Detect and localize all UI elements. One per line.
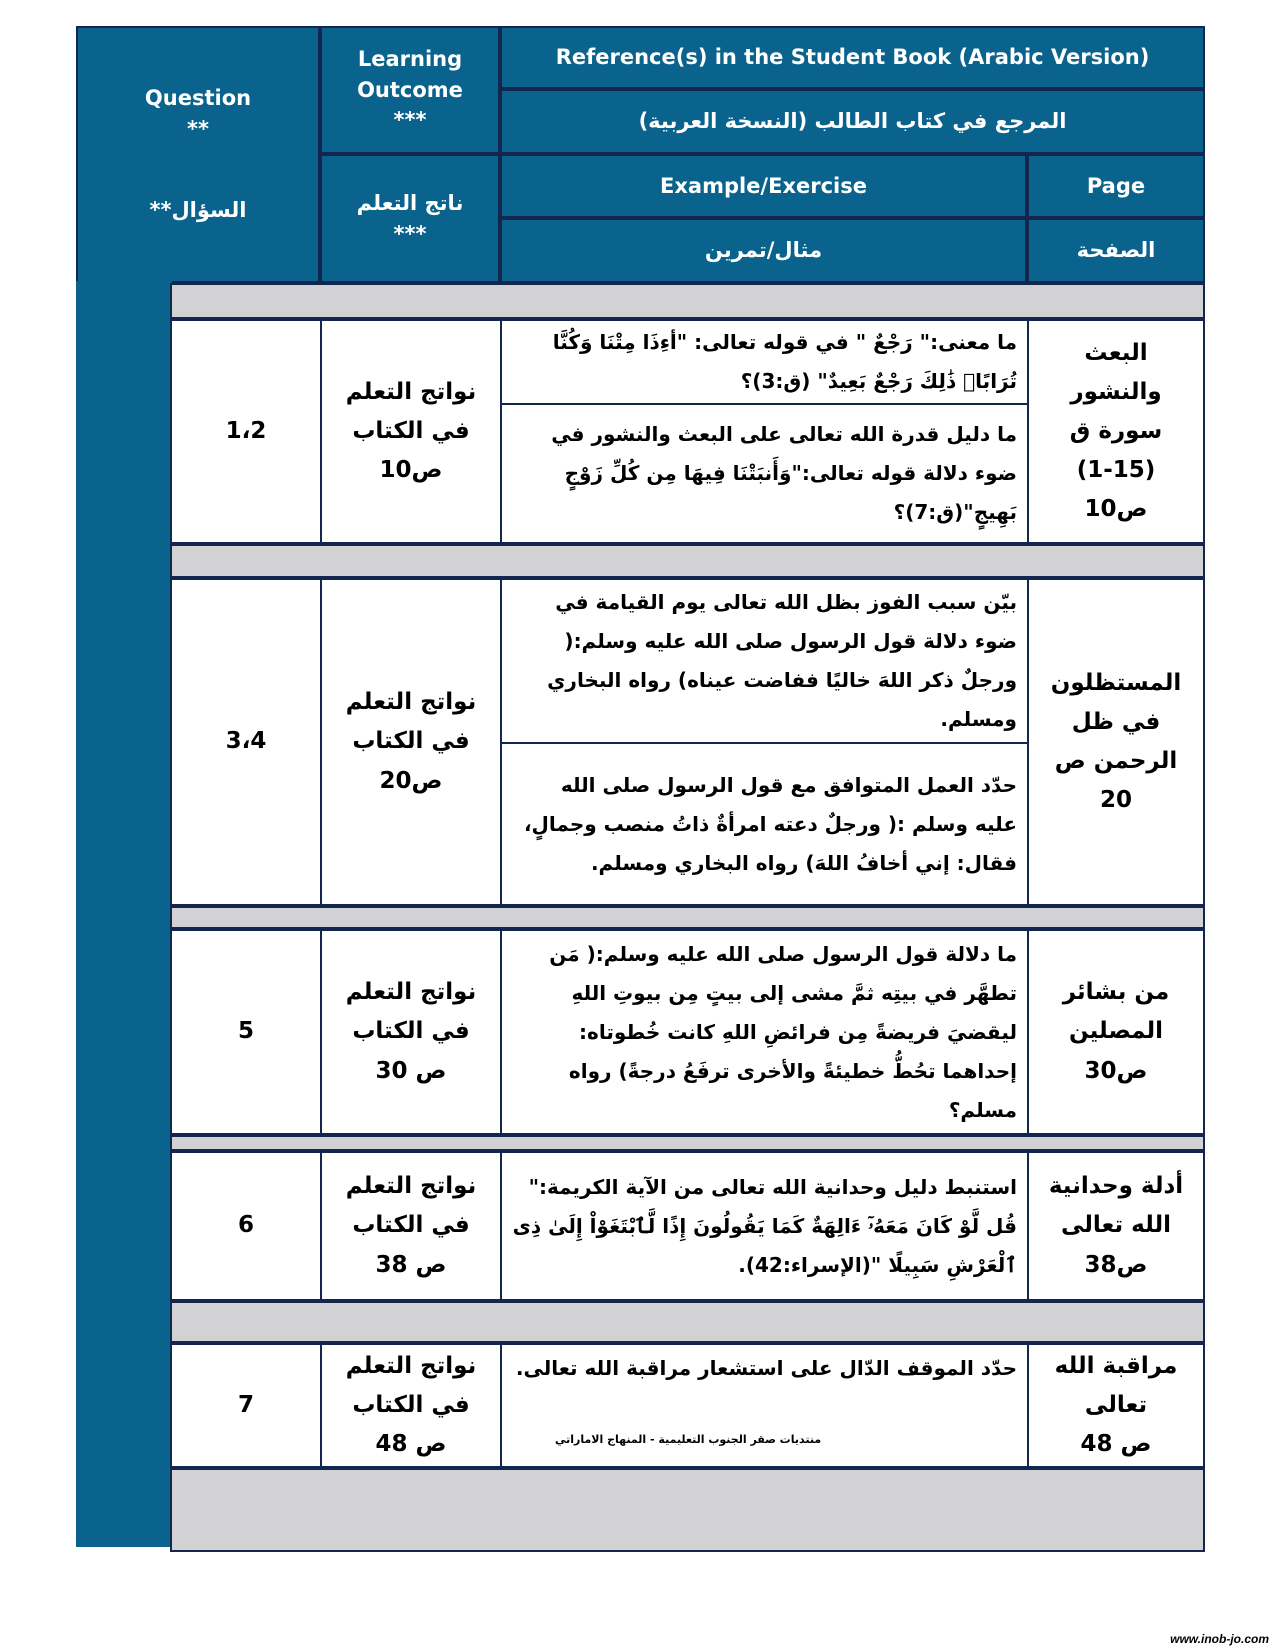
example-text: ما دليل قدرة الله تعالى على البعث والنشو… [551,422,1017,524]
question-en: Question [144,86,252,111]
example-text: بيّن سبب الفوز بظل الله تعالى يوم القيام… [547,590,1017,731]
outcome-line: ص 30 [375,1057,447,1084]
example-en: Example/Exercise [660,173,867,198]
question-cell: 7 [170,1343,322,1468]
page-line: ص10 [1084,496,1148,523]
left-blue-strip [76,281,172,1547]
page-line: الرحمن ص [1054,748,1178,774]
example-text: ما معنى:" رَجْعٌ " في قوله تعالى: "أءِذَ… [552,330,1017,393]
page-line: المستظلون [1050,669,1182,696]
lo-stars-en: *** [393,108,427,133]
header-reference-en: Reference(s) in the Student Book (Arabic… [500,26,1205,89]
example-cell: ما دليل قدرة الله تعالى على البعث والنشو… [500,403,1029,544]
header-example-ar: مثال/تمرين [500,218,1027,283]
page-line: في ظل [1071,708,1161,735]
example-text: ما دلالة قول الرسول صلى الله عليه وسلم:(… [549,941,1017,1122]
page-line: مراقبة الله [1054,1352,1178,1379]
outcome-line: نواتج التعلم [345,979,477,1006]
outcome-line: نواتج التعلم [345,1352,477,1379]
outcome-cell: نواتج التعلم في الكتاب ص 38 [320,1151,502,1301]
page-line: المصلين [1068,1018,1164,1045]
page-cell: مراقبة الله تعالى ص 48 [1027,1343,1205,1468]
header-example-en: Example/Exercise [500,154,1027,218]
page-cell: المستظلون في ظل الرحمن ص 20 [1027,578,1205,906]
header-learning-outcome-ar: ناتج التعلم *** [320,154,500,283]
outcome-line: نواتج التعلم [345,378,477,405]
question-cell: 3،4 [170,578,322,906]
watermark-note: منتديات صقر الجنوب التعليمية - المنهاج ا… [555,1433,822,1446]
footer-url: www.inob-jo.com [1170,1632,1269,1646]
example-text: حدّد العمل المتوافق مع قول الرسول صلى ال… [523,772,1017,875]
separator-band [170,544,1205,578]
outcome-line: نواتج التعلم [345,689,477,716]
page-cell: البعث والنشور سورة ق (1-15) ص10 [1027,319,1205,544]
reference-ar: المرجع في كتاب الطالب (النسخة العربية) [638,109,1067,134]
page-line: والنشور [1070,378,1162,405]
question-cell: 1،2 [170,319,322,544]
outcome-line: في الكتاب [352,1018,470,1045]
page-en: Page [1086,173,1146,198]
page-line: من بشائر [1062,979,1170,1006]
page-line: 20 [1100,787,1133,814]
outcome-cell: نواتج التعلم في الكتاب ص10 [320,319,502,544]
question-cell: 6 [170,1151,322,1301]
page-line: ص38 [1084,1251,1148,1278]
lo-stars-ar: *** [393,221,427,246]
page-cell: من بشائر المصلين ص30 [1027,929,1205,1135]
page-ar: الصفحة [1076,238,1156,263]
outcome-line: في الكتاب [352,1391,470,1418]
separator-band [170,283,1205,319]
lo-en-2: Outcome [357,77,463,102]
example-cell: حدّد الموقف الدّال على استشعار مراقبة ال… [500,1343,1029,1468]
outcome-line: ص 48 [375,1431,447,1458]
separator-band [170,1135,1205,1151]
header-page-en: Page [1027,154,1205,218]
page-line: ص30 [1084,1057,1148,1084]
page-line: البعث [1084,339,1148,366]
example-text: حدّد الموقف الدّال على استشعار مراقبة ال… [515,1356,1017,1380]
page-line: ص 48 [1080,1431,1152,1458]
example-cell: ما دلالة قول الرسول صلى الله عليه وسلم:(… [500,929,1029,1135]
separator-band [170,1301,1205,1343]
page-line: سورة ق [1069,417,1163,444]
separator-band [170,1468,1205,1552]
page-line: تعالى [1084,1391,1148,1418]
example-ar: مثال/تمرين [704,238,823,263]
page-line: الله تعالى [1060,1212,1172,1239]
lo-ar: ناتج التعلم [356,191,464,216]
page-line: (1-15) [1076,457,1156,484]
question-number: 6 [238,1212,255,1239]
outcome-cell: نواتج التعلم في الكتاب ص20 [320,578,502,906]
outcome-line: ص10 [379,457,443,484]
question-ar: السؤال** [149,198,247,223]
example-cell: ما معنى:" رَجْعٌ " في قوله تعالى: "أءِذَ… [500,319,1029,405]
question-number: 3،4 [225,728,267,755]
example-cell: حدّد العمل المتوافق مع قول الرسول صلى ال… [500,742,1029,906]
example-cell: بيّن سبب الفوز بظل الله تعالى يوم القيام… [500,578,1029,744]
header-question: Question ** السؤال** [76,26,320,283]
header-learning-outcome-en: Learning Outcome *** [320,26,500,154]
header-reference-ar: المرجع في كتاب الطالب (النسخة العربية) [500,89,1205,154]
outcome-cell: نواتج التعلم في الكتاب ص 30 [320,929,502,1135]
question-stars: ** [187,116,209,141]
question-number: 1،2 [225,417,267,444]
question-number: 7 [238,1391,255,1418]
separator-band [170,906,1205,929]
question-cell: 5 [170,929,322,1135]
outcome-line: نواتج التعلم [345,1173,477,1200]
lo-en-1: Learning [357,47,463,72]
example-cell: استنبط دليل وحدانية الله تعالى من الآية … [500,1151,1029,1301]
outcome-line: في الكتاب [352,1212,470,1239]
page-cell: أدلة وحدانية الله تعالى ص38 [1027,1151,1205,1301]
question-number: 5 [238,1018,255,1045]
header-page-ar: الصفحة [1027,218,1205,283]
page-line: أدلة وحدانية [1048,1173,1184,1200]
outcome-line: في الكتاب [352,728,470,755]
outcome-line: في الكتاب [352,417,470,444]
reference-en: Reference(s) in the Student Book (Arabic… [555,45,1150,70]
outcome-line: ص 38 [375,1251,447,1278]
outcome-cell: نواتج التعلم في الكتاب ص 48 [320,1343,502,1468]
example-text: استنبط دليل وحدانية الله تعالى من الآية … [512,1174,1017,1277]
outcome-line: ص20 [379,767,443,794]
